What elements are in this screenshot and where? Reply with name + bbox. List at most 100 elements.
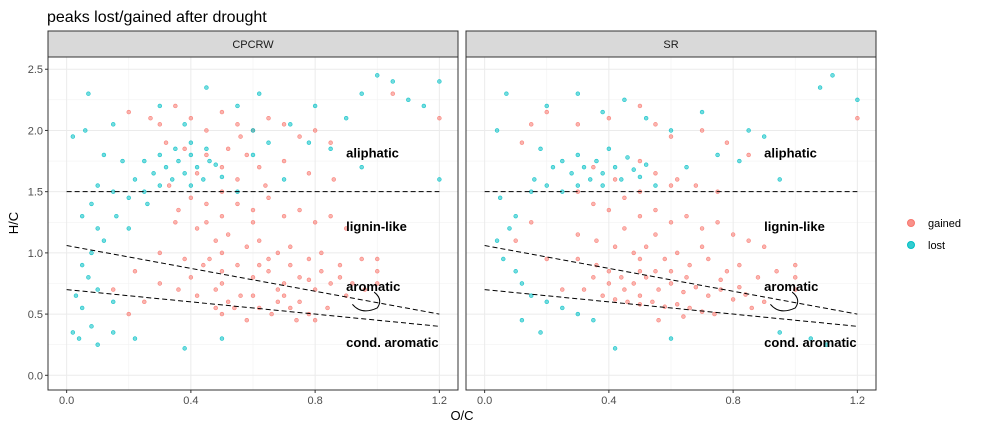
data-point-gained (437, 116, 442, 121)
data-point-gained (755, 275, 761, 280)
data-point-lost (266, 140, 271, 145)
data-point-lost (817, 85, 823, 90)
data-point-lost (201, 177, 206, 182)
data-point-lost (219, 174, 225, 180)
data-point-gained (235, 262, 240, 268)
data-point-lost (359, 91, 364, 96)
data-point-lost (529, 293, 534, 298)
data-point-lost (494, 128, 500, 133)
data-point-gained (235, 122, 240, 127)
x-axis-title: O/C (450, 408, 473, 423)
data-point-lost (250, 128, 256, 133)
data-point-gained (375, 256, 380, 262)
data-point-gained (306, 277, 312, 283)
data-point-lost (83, 128, 88, 133)
data-point-lost (668, 128, 674, 133)
data-point-lost (538, 146, 543, 152)
data-point-lost (591, 318, 596, 323)
data-point-gained (288, 244, 293, 249)
data-point-gained (631, 281, 636, 286)
data-point-lost (715, 152, 720, 158)
data-point-lost (182, 346, 187, 351)
data-point-lost (544, 299, 549, 305)
facet-strip (465, 30, 877, 58)
data-point-gained (281, 213, 287, 219)
data-point-gained (591, 275, 596, 280)
data-point-gained (622, 195, 627, 200)
data-point-gained (238, 134, 243, 139)
data-point-gained (148, 116, 153, 121)
data-point-gained (328, 213, 333, 219)
data-point-gained (774, 269, 779, 274)
data-point-gained (724, 269, 730, 274)
data-point-lost (111, 122, 116, 127)
data-point-gained (591, 201, 596, 207)
data-point-gained (201, 262, 206, 268)
data-point-gained (204, 201, 209, 207)
data-point-gained (281, 293, 287, 298)
data-point-gained (244, 152, 249, 158)
data-point-gained (257, 262, 262, 268)
data-point-gained (637, 103, 643, 109)
data-point-gained (656, 318, 661, 323)
data-point-gained (238, 293, 243, 298)
data-point-gained (235, 201, 240, 207)
data-point-gained (281, 158, 287, 164)
data-point-lost (111, 299, 116, 305)
data-point-lost (519, 281, 525, 286)
data-point-lost (76, 336, 82, 341)
data-point-gained (219, 281, 225, 286)
data-point-lost (132, 336, 138, 341)
x-tick-label: 0.4 (183, 395, 198, 407)
data-point-gained (662, 256, 667, 262)
data-point-lost (777, 330, 782, 335)
data-point-lost (532, 177, 537, 182)
data-point-gained (637, 293, 643, 298)
data-point-gained (737, 262, 742, 268)
data-point-gained (761, 299, 767, 305)
data-point-gained (343, 226, 349, 231)
data-point-gained (312, 220, 318, 225)
data-point-lost (588, 177, 593, 182)
data-point-gained (730, 297, 736, 302)
data-point-lost (306, 140, 312, 145)
reference-line (484, 289, 858, 327)
data-point-lost (594, 158, 599, 164)
data-point-gained (653, 171, 658, 176)
data-point-lost (151, 171, 156, 176)
data-point-lost (830, 73, 835, 78)
data-point-lost (375, 73, 380, 78)
data-point-gained (188, 195, 194, 200)
data-point-gained (297, 207, 302, 213)
data-point-lost (213, 162, 218, 167)
data-point-gained (606, 207, 612, 213)
data-point-lost (406, 97, 411, 103)
data-point-lost (497, 195, 503, 200)
data-point-lost (575, 91, 581, 96)
data-point-lost (70, 330, 76, 335)
data-point-gained (793, 275, 798, 280)
data-point-gained (213, 287, 218, 292)
data-point-gained (581, 287, 587, 292)
data-point-lost (86, 275, 91, 280)
data-point-gained (213, 238, 218, 243)
data-point-gained (188, 116, 194, 121)
data-point-gained (250, 207, 256, 213)
data-point-lost (235, 103, 240, 109)
data-point-lost (519, 318, 525, 323)
data-point-lost (101, 152, 107, 158)
data-point-lost (761, 134, 767, 139)
x-tick-label: 0.8 (725, 395, 740, 407)
data-point-lost (855, 97, 860, 103)
data-point-lost (312, 103, 318, 109)
data-point-gained (275, 299, 281, 305)
data-point-gained (693, 183, 699, 188)
y-tick-label: 2.0 (28, 125, 43, 137)
legend: gained lost (907, 218, 961, 252)
data-point-lost (560, 158, 565, 164)
data-point-gained (625, 299, 630, 305)
data-point-gained (622, 226, 627, 231)
data-point-lost (600, 183, 605, 188)
data-point-lost (606, 146, 612, 152)
data-point-lost (575, 152, 581, 158)
